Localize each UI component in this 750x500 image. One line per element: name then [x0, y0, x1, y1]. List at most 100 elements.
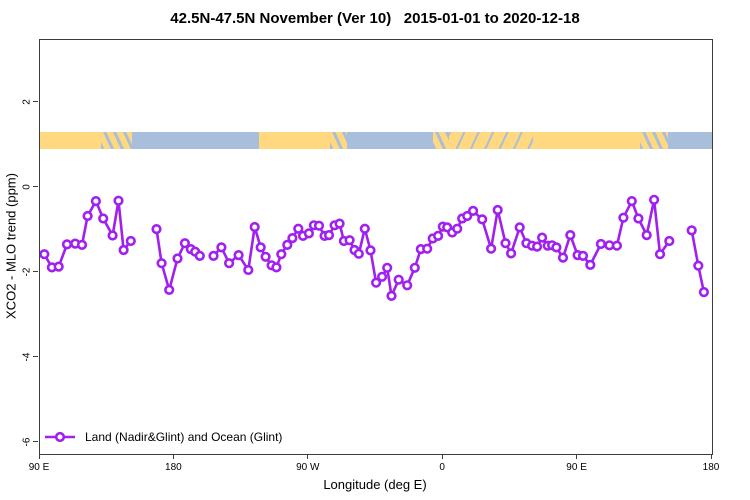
- data-point-marker: [156, 258, 167, 269]
- y-tick-label: -6: [21, 437, 33, 447]
- data-point-marker: [595, 238, 607, 250]
- x-tick-mark: [576, 454, 578, 459]
- data-point-marker: [76, 239, 88, 250]
- data-point-marker: [422, 243, 433, 254]
- map-band-segment-ocean: [667, 131, 712, 149]
- data-point-marker: [194, 250, 205, 261]
- data-point-marker: [618, 212, 629, 223]
- y-tick-mark: [33, 186, 38, 188]
- data-point-marker: [151, 224, 162, 235]
- y-tick-label: -2: [21, 267, 33, 277]
- data-point-marker: [377, 271, 388, 282]
- data-point-marker: [506, 248, 517, 259]
- data-point-marker: [500, 238, 511, 249]
- data-point-marker: [224, 258, 235, 269]
- map-band-segment-ocean: [346, 131, 434, 149]
- land-ocean-map-band: [40, 131, 712, 149]
- data-point-marker: [243, 264, 254, 276]
- data-point-marker: [557, 252, 569, 263]
- data-point-marker: [353, 248, 364, 259]
- map-band-segment-land-speckled: [449, 131, 533, 149]
- x-tick-label: 90 E: [566, 462, 587, 473]
- data-point-marker: [118, 244, 129, 256]
- data-point-marker: [216, 242, 227, 253]
- data-point-marker: [409, 262, 420, 273]
- data-point-marker: [698, 287, 710, 298]
- data-point-marker: [371, 277, 382, 288]
- x-tick-label: 180: [702, 462, 720, 473]
- legend-line-marker-icon: [45, 431, 75, 443]
- map-band-segment-mixed: [100, 131, 132, 149]
- data-point-marker: [276, 249, 287, 260]
- data-point-marker: [313, 220, 325, 231]
- data-point-marker: [532, 241, 543, 252]
- data-point-marker: [433, 230, 444, 241]
- chart-title: 42.5N-47.5N November (Ver 10) 2015-01-01…: [170, 10, 580, 27]
- map-band-segment-mixed: [330, 131, 347, 149]
- data-point-marker: [633, 213, 644, 224]
- data-point-marker: [537, 232, 548, 243]
- data-point-marker: [382, 262, 393, 273]
- map-band-segment-mixed: [640, 131, 668, 149]
- data-point-marker: [113, 195, 124, 206]
- y-tick-mark: [33, 101, 38, 103]
- data-point-marker: [693, 260, 704, 271]
- x-tick-mark: [441, 454, 443, 459]
- data-point-marker: [98, 213, 109, 224]
- data-point-marker: [271, 262, 282, 273]
- x-tick-label: 180: [165, 462, 182, 473]
- map-band-segment-mixed: [433, 131, 450, 149]
- data-point-marker: [626, 196, 637, 207]
- data-point-marker: [664, 235, 675, 247]
- y-axis-label: XCO2 - MLO trend (ppm): [3, 173, 19, 319]
- data-point-marker: [365, 245, 376, 256]
- x-axis-label: Longitude (deg E): [323, 477, 427, 492]
- data-point-marker: [107, 230, 118, 241]
- data-point-marker: [477, 214, 488, 225]
- data-point-marker: [53, 261, 64, 272]
- x-tick-mark: [38, 454, 40, 459]
- data-point-marker: [577, 250, 589, 261]
- x-tick-mark: [710, 454, 712, 459]
- data-point-marker: [386, 290, 397, 301]
- x-tick-mark: [172, 454, 174, 459]
- x-tick-label: 90 W: [296, 462, 320, 473]
- data-point-marker: [686, 225, 697, 236]
- data-point-marker: [641, 230, 652, 241]
- legend: Land (Nadir&Glint) and Ocean (Glint): [44, 427, 282, 447]
- data-point-marker: [452, 223, 463, 234]
- data-point-marker: [125, 235, 136, 247]
- data-point-marker: [393, 274, 404, 285]
- data-point-marker: [565, 230, 576, 241]
- data-point-marker: [164, 284, 175, 295]
- data-point-marker: [61, 239, 73, 250]
- data-point-marker: [611, 240, 623, 251]
- data-point-marker: [260, 251, 271, 262]
- data-point-marker: [303, 228, 315, 239]
- y-tick-mark: [33, 271, 38, 273]
- data-point-marker: [249, 221, 260, 233]
- plot-area: Land (Nadir&Glint) and Ocean (Glint): [39, 39, 713, 455]
- data-point-marker: [648, 194, 660, 205]
- x-tick-mark: [307, 454, 309, 459]
- map-band-segment-land: [40, 131, 101, 149]
- y-tick-mark: [33, 441, 38, 443]
- map-band-segment-land: [258, 131, 331, 149]
- legend-label: Land (Nadir&Glint) and Ocean (Glint): [85, 430, 283, 444]
- data-point-marker: [233, 250, 244, 261]
- y-tick-mark: [33, 356, 38, 358]
- data-point-marker: [40, 249, 50, 260]
- data-point-marker: [179, 238, 190, 249]
- y-tick-label: 0: [21, 184, 33, 190]
- data-point-marker: [462, 210, 473, 222]
- data-point-marker: [90, 196, 102, 207]
- x-tick-label: 90 E: [28, 462, 50, 473]
- data-point-marker: [344, 235, 355, 246]
- map-band-segment-ocean: [131, 131, 259, 149]
- data-point-marker: [323, 230, 335, 241]
- data-point-marker: [82, 210, 93, 222]
- data-point-marker: [654, 249, 666, 260]
- data-point-marker: [208, 250, 219, 261]
- data-point-marker: [293, 223, 304, 234]
